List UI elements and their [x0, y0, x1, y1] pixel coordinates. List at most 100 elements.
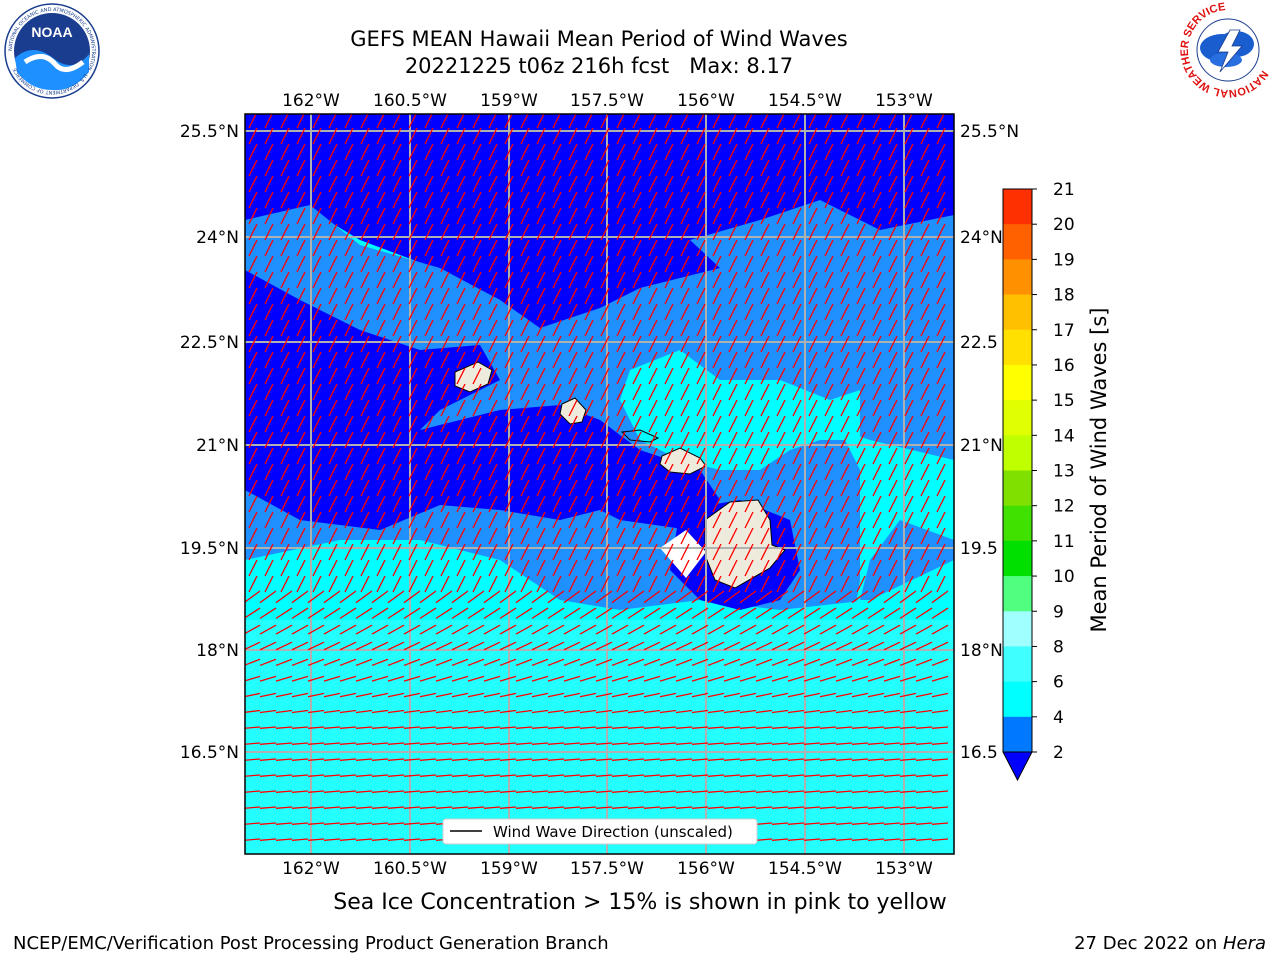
wind-wave-arrow: [456, 127, 466, 145]
wind-wave-arrow: [515, 790, 533, 793]
wind-wave-arrow: [675, 758, 693, 761]
wind-wave-arrow: [808, 431, 818, 449]
wind-wave-arrow: [739, 726, 757, 729]
wind-wave-arrow: [808, 575, 818, 593]
wind-wave-arrow: [392, 559, 402, 577]
wind-wave-arrow: [872, 239, 882, 257]
wind-wave-arrow: [259, 742, 277, 745]
wind-wave-arrow: [536, 159, 546, 177]
wind-wave-arrow: [867, 675, 885, 682]
wind-wave-arrow: [931, 607, 949, 619]
wind-wave-arrow: [648, 335, 658, 353]
wind-wave-arrow: [312, 367, 322, 385]
wind-wave-arrow: [744, 127, 754, 145]
wind-wave-arrow: [771, 692, 789, 698]
lat-label-right: 18°N: [960, 641, 1003, 661]
wind-wave-arrow: [632, 191, 642, 209]
wind-wave-arrow: [307, 675, 325, 682]
wind-wave-arrow: [563, 790, 581, 793]
wind-wave-arrow: [467, 590, 485, 604]
wind-wave-arrow: [499, 658, 517, 667]
wind-wave-arrow: [568, 143, 578, 161]
wind-wave-arrow: [440, 319, 450, 337]
colorbar-tick-label: 13: [1053, 462, 1075, 482]
wind-wave-arrow: [552, 207, 562, 225]
wind-wave-arrow: [424, 223, 434, 241]
wind-wave-arrow: [328, 303, 338, 321]
wind-wave-arrow: [344, 127, 354, 145]
wind-wave-arrow: [312, 463, 322, 481]
wind-wave-arrow: [504, 575, 514, 593]
wind-wave-arrow: [291, 692, 309, 698]
wind-wave-arrow: [296, 159, 306, 177]
wind-wave-arrow: [659, 590, 677, 604]
wind-wave-arrow: [712, 463, 722, 481]
wind-wave-arrow: [456, 495, 466, 513]
wind-wave-arrow: [312, 383, 322, 401]
wind-wave-arrow: [883, 692, 901, 698]
wind-wave-arrow: [915, 838, 933, 841]
wind-wave-arrow: [648, 239, 658, 257]
wind-wave-arrow: [488, 415, 498, 433]
wind-wave-arrow: [467, 726, 485, 729]
wind-wave-arrow: [435, 590, 453, 604]
wind-wave-arrow: [280, 207, 290, 225]
wind-wave-arrow: [675, 692, 693, 698]
wind-wave-arrow: [323, 774, 341, 777]
wind-wave-arrow: [867, 838, 885, 841]
wind-wave-arrow: [291, 838, 309, 841]
footer-date: 27 Dec 2022 on Hera: [1074, 933, 1266, 954]
wind-wave-arrow: [515, 624, 533, 635]
wind-wave-arrow: [803, 790, 821, 793]
wind-wave-arrow: [264, 239, 274, 257]
wind-wave-arrow: [552, 527, 562, 545]
wind-wave-arrow: [664, 351, 674, 369]
wind-wave-arrow: [616, 223, 626, 241]
wind-wave-arrow: [563, 709, 581, 714]
wind-wave-arrow: [419, 838, 437, 841]
wind-wave-arrow: [787, 806, 805, 809]
wind-wave-arrow: [360, 335, 370, 353]
wind-wave-arrow: [392, 207, 402, 225]
wind-wave-arrow: [275, 742, 293, 745]
wind-wave-arrow: [515, 774, 533, 777]
wind-wave-arrow: [424, 127, 434, 145]
wind-wave-arrow: [648, 543, 658, 561]
wind-wave-arrow: [552, 271, 562, 289]
wind-wave-arrow: [435, 624, 453, 635]
wind-wave-arrow: [867, 742, 885, 745]
wind-wave-arrow: [307, 838, 325, 841]
wind-wave-arrow: [563, 692, 581, 698]
wind-wave-arrow: [616, 143, 626, 161]
wind-wave-arrow: [456, 415, 466, 433]
wind-wave-arrow: [312, 239, 322, 257]
wind-wave-arrow: [280, 495, 290, 513]
wind-wave-arrow: [360, 479, 370, 497]
wind-wave-arrow: [245, 742, 261, 745]
wind-wave-arrow: [696, 287, 706, 305]
wind-wave-arrow: [520, 127, 530, 145]
wind-wave-arrow: [376, 383, 386, 401]
wind-wave-arrow: [920, 207, 930, 225]
wind-wave-arrow: [744, 479, 754, 497]
wind-wave-arrow: [888, 175, 898, 193]
wind-wave-arrow: [707, 806, 725, 809]
wind-wave-arrow: [248, 495, 258, 513]
wind-wave-arrow: [643, 790, 661, 793]
wind-wave-arrow: [520, 351, 530, 369]
wind-wave-arrow: [376, 415, 386, 433]
wind-wave-arrow: [296, 431, 306, 449]
wind-wave-arrow: [915, 758, 933, 761]
wind-wave-arrow: [616, 207, 626, 225]
wind-wave-arrow: [680, 495, 690, 513]
wind-wave-arrow: [872, 447, 882, 465]
wind-wave-arrow: [616, 239, 626, 257]
wind-wave-arrow: [264, 191, 274, 209]
wind-wave-arrow: [579, 658, 597, 667]
wind-wave-arrow: [248, 159, 258, 177]
wind-wave-arrow: [435, 806, 453, 809]
wind-wave-arrow: [760, 527, 770, 545]
wind-wave-arrow: [483, 742, 501, 745]
wind-wave-arrow: [387, 624, 405, 635]
wind-wave-arrow: [584, 207, 594, 225]
